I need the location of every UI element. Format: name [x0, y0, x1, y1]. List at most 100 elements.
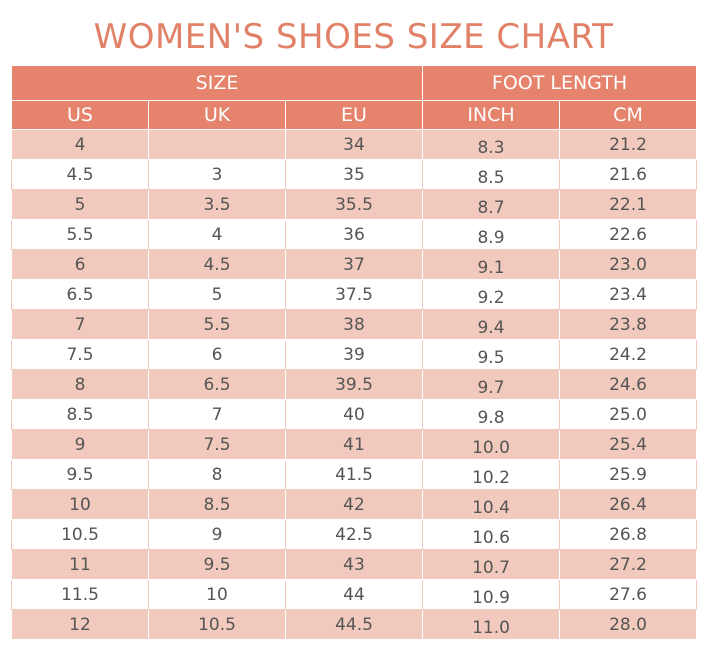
cell-cm: 23.0 [558, 249, 698, 280]
table-row: 8 6.5 39.5 9.7 24.6 [11, 369, 698, 400]
cell-cm: 24.2 [558, 339, 698, 370]
size-chart-table: SIZE FOOT LENGTH US UK EU INCH CM 4 34 8… [11, 65, 698, 640]
column-header-cm: CM [558, 100, 698, 130]
table-row: 7.5 6 39 9.5 24.2 [11, 339, 698, 370]
cell-eu: 35.5 [285, 189, 423, 220]
table-row: 9.5 8 41.5 10.2 25.9 [11, 459, 698, 490]
column-header-eu: EU [285, 100, 423, 130]
cell-inch: 9.5 [422, 339, 560, 370]
cell-eu: 40 [285, 399, 423, 430]
cell-us: 9.5 [11, 459, 149, 490]
cell-inch: 9.8 [422, 399, 560, 430]
cell-uk: 10.5 [148, 609, 286, 640]
cell-inch: 10.2 [422, 459, 560, 490]
cell-uk: 6.5 [148, 369, 286, 400]
cell-cm: 26.8 [558, 519, 698, 550]
cell-inch: 9.1 [422, 249, 560, 280]
cell-inch: 10.9 [422, 579, 560, 610]
cell-inch: 9.4 [422, 309, 560, 340]
cell-us: 4.5 [11, 159, 149, 190]
column-header-inch: INCH [422, 100, 560, 130]
cell-us: 7 [11, 309, 149, 340]
cell-us: 11 [11, 549, 149, 580]
cell-cm: 21.6 [558, 159, 698, 190]
cell-inch: 9.7 [422, 369, 560, 400]
cell-inch: 10.4 [422, 489, 560, 520]
cell-inch: 8.7 [422, 189, 560, 220]
table-row: 4.5 3 35 8.5 21.6 [11, 159, 698, 190]
cell-eu: 38 [285, 309, 423, 340]
cell-cm: 21.2 [558, 129, 698, 160]
cell-eu: 41.5 [285, 459, 423, 490]
cell-us: 6 [11, 249, 149, 280]
cell-cm: 23.4 [558, 279, 698, 310]
cell-uk: 3.5 [148, 189, 286, 220]
cell-uk: 4.5 [148, 249, 286, 280]
cell-eu: 35 [285, 159, 423, 190]
cell-uk: 3 [148, 159, 286, 190]
cell-cm: 27.2 [558, 549, 698, 580]
column-header-us: US [11, 100, 149, 130]
cell-uk: 4 [148, 219, 286, 250]
cell-us: 8.5 [11, 399, 149, 430]
column-header-uk: UK [148, 100, 286, 130]
cell-us: 10 [11, 489, 149, 520]
cell-cm: 22.1 [558, 189, 698, 220]
cell-us: 10.5 [11, 519, 149, 550]
cell-eu: 37.5 [285, 279, 423, 310]
table-row: 7 5.5 38 9.4 23.8 [11, 309, 698, 340]
cell-eu: 44.5 [285, 609, 423, 640]
table-row: 8.5 7 40 9.8 25.0 [11, 399, 698, 430]
table-row: 6 4.5 37 9.1 23.0 [11, 249, 698, 280]
cell-inch: 10.6 [422, 519, 560, 550]
cell-uk: 5.5 [148, 309, 286, 340]
cell-cm: 26.4 [558, 489, 698, 520]
cell-us: 4 [11, 129, 149, 160]
cell-eu: 42.5 [285, 519, 423, 550]
cell-eu: 39.5 [285, 369, 423, 400]
table-row: 11.5 10 44 10.9 27.6 [11, 579, 698, 610]
cell-cm: 22.6 [558, 219, 698, 250]
table-row: 5 3.5 35.5 8.7 22.1 [11, 189, 698, 220]
table-row: 10.5 9 42.5 10.6 26.8 [11, 519, 698, 550]
cell-cm: 25.9 [558, 459, 698, 490]
cell-eu: 43 [285, 549, 423, 580]
cell-inch: 9.2 [422, 279, 560, 310]
cell-uk: 8.5 [148, 489, 286, 520]
cell-uk [148, 129, 286, 160]
cell-uk: 6 [148, 339, 286, 370]
cell-eu: 42 [285, 489, 423, 520]
foot-length-group-header: FOOT LENGTH [421, 65, 698, 101]
cell-cm: 25.4 [558, 429, 698, 460]
cell-us: 7.5 [11, 339, 149, 370]
cell-uk: 8 [148, 459, 286, 490]
cell-uk: 9 [148, 519, 286, 550]
cell-eu: 39 [285, 339, 423, 370]
cell-cm: 23.8 [558, 309, 698, 340]
cell-us: 9 [11, 429, 149, 460]
cell-inch: 11.0 [422, 609, 560, 640]
cell-us: 6.5 [11, 279, 149, 310]
table-row: 12 10.5 44.5 11.0 28.0 [11, 609, 698, 640]
group-header-row: SIZE FOOT LENGTH [11, 65, 698, 101]
cell-inch: 8.3 [422, 129, 560, 160]
chart-title: WOMEN'S SHOES SIZE CHART [93, 17, 614, 57]
cell-inch: 8.5 [422, 159, 560, 190]
cell-us: 5.5 [11, 219, 149, 250]
table-row: 10 8.5 42 10.4 26.4 [11, 489, 698, 520]
cell-inch: 10.0 [422, 429, 560, 460]
size-rows: 4 34 8.3 21.2 4.5 3 35 8.5 21.6 5 3.5 35… [11, 129, 698, 640]
cell-uk: 7.5 [148, 429, 286, 460]
cell-inch: 10.7 [422, 549, 560, 580]
cell-eu: 41 [285, 429, 423, 460]
table-row: 6.5 5 37.5 9.2 23.4 [11, 279, 698, 310]
column-header-row: US UK EU INCH CM [11, 100, 698, 130]
cell-us: 8 [11, 369, 149, 400]
cell-uk: 7 [148, 399, 286, 430]
table-row: 11 9.5 43 10.7 27.2 [11, 549, 698, 580]
cell-uk: 9.5 [148, 549, 286, 580]
cell-cm: 28.0 [558, 609, 698, 640]
cell-eu: 36 [285, 219, 423, 250]
cell-us: 12 [11, 609, 149, 640]
cell-eu: 34 [285, 129, 423, 160]
